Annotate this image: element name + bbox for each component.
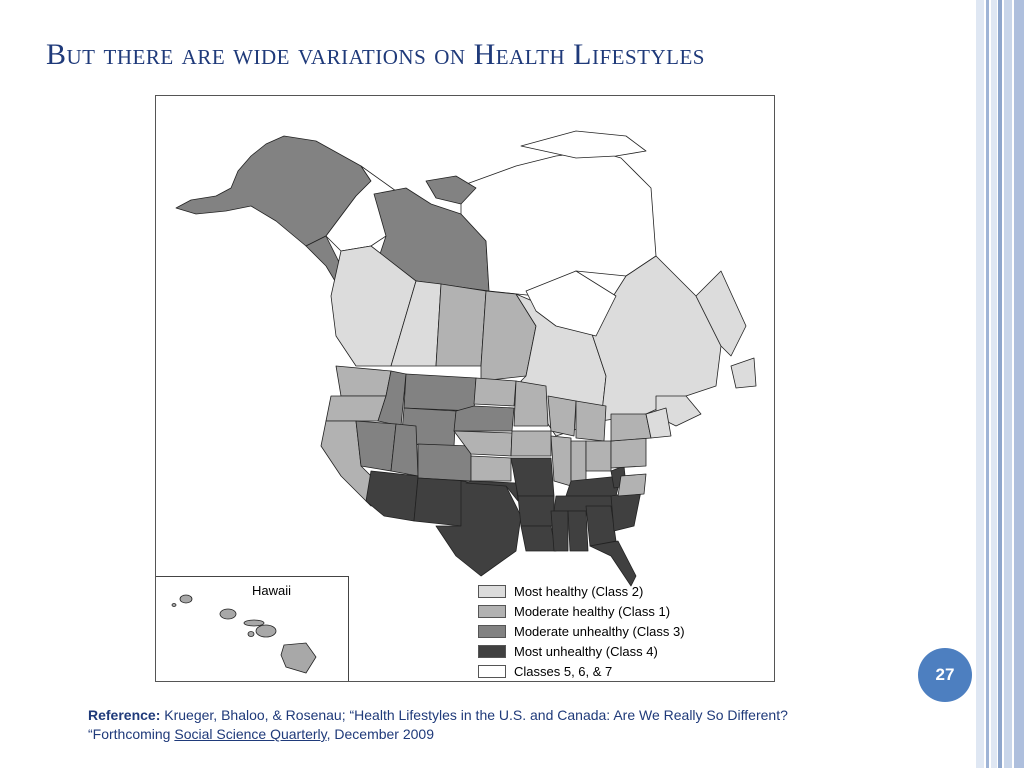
- legend-swatch: [478, 605, 506, 618]
- legend-label: Most healthy (Class 2): [514, 584, 644, 599]
- map-figure: Hawaii Most healthy (Class 2) Moderate h…: [155, 95, 775, 682]
- hawaii-label: Hawaii: [252, 583, 292, 598]
- legend-label: Classes 5, 6, & 7: [514, 664, 613, 679]
- region-bc: [330, 245, 417, 367]
- legend-swatch: [478, 625, 506, 638]
- legend-item-most-healthy: Most healthy (Class 2): [478, 584, 758, 600]
- region-nevada: [355, 420, 397, 472]
- region-virginia: [617, 473, 647, 497]
- region-illinois: [550, 435, 572, 487]
- region-louisiana: [520, 525, 557, 552]
- region-georgia: [585, 505, 617, 547]
- region-texas: [435, 480, 522, 577]
- region-mississippi: [550, 510, 569, 552]
- region-michigan: [575, 400, 607, 442]
- reference-text: Krueger, Bhaloo, & Rosenau; “Health Life…: [160, 707, 788, 723]
- region-arctic-island-1: [425, 175, 477, 205]
- legend-label: Most unhealthy (Class 4): [514, 644, 658, 659]
- legend-label: Moderate unhealthy (Class 3): [514, 624, 685, 639]
- region-montana: [403, 373, 477, 412]
- region-pennsylvania: [610, 437, 647, 469]
- region-colorado: [417, 443, 472, 482]
- region-carolinas: [610, 490, 642, 532]
- legend-item-moderate-healthy: Moderate healthy (Class 1): [478, 604, 758, 620]
- slide-title: But there are wide variations on Health …: [46, 38, 705, 71]
- legend-label: Moderate healthy (Class 1): [514, 604, 671, 619]
- legend-item-most-unhealthy: Most unhealthy (Class 4): [478, 644, 758, 660]
- hudson-bay: [525, 270, 617, 337]
- region-saskatchewan: [435, 283, 487, 367]
- region-newfoundland: [730, 357, 757, 389]
- region-south-dakota: [453, 405, 515, 432]
- region-missouri: [510, 457, 555, 497]
- region-oklahoma: [465, 480, 519, 502]
- north-america-map: [175, 130, 757, 587]
- hawaii-inset: Hawaii: [156, 576, 349, 681]
- journal-link[interactable]: Social Science Quarterly: [174, 726, 327, 742]
- region-arizona: [365, 470, 419, 522]
- reference-citation: Reference: Krueger, Bhaloo, & Rosenau; “…: [88, 706, 968, 744]
- region-florida: [589, 540, 637, 587]
- region-new-england: [645, 407, 672, 439]
- slide-right-border: [976, 0, 1024, 768]
- legend-swatch: [478, 665, 506, 678]
- region-kansas: [470, 455, 512, 482]
- reference-text-end: , December 2009: [326, 726, 435, 742]
- region-ohio: [585, 440, 612, 472]
- region-iowa: [510, 430, 552, 457]
- region-minnesota: [513, 380, 549, 427]
- region-nunavut: [460, 150, 657, 297]
- page-number-badge: 27: [918, 648, 972, 702]
- region-oregon: [325, 395, 387, 422]
- region-new-mexico: [413, 477, 467, 527]
- region-labrador: [695, 270, 747, 357]
- reference-line-1: Reference: Krueger, Bhaloo, & Rosenau; “…: [88, 706, 968, 725]
- region-washington: [335, 365, 392, 397]
- legend-item-moderate-unhealthy: Moderate unhealthy (Class 3): [478, 624, 758, 640]
- region-indiana: [570, 440, 587, 482]
- region-north-dakota: [473, 377, 517, 407]
- reference-prefix: Reference:: [88, 707, 161, 723]
- legend-swatch: [478, 645, 506, 658]
- legend-swatch: [478, 585, 506, 598]
- region-new-york: [610, 413, 652, 442]
- region-alabama: [567, 510, 589, 552]
- legend-item-classes-5-6-7: Classes 5, 6, & 7: [478, 664, 758, 680]
- region-wisconsin: [547, 395, 577, 437]
- hawaii-islands: [171, 594, 317, 674]
- region-arctic-island-2: [520, 130, 647, 159]
- reference-line-2: “Forthcoming Social Science Quarterly, D…: [88, 725, 968, 744]
- region-arkansas: [517, 495, 555, 527]
- region-utah: [390, 423, 419, 477]
- reference-text-start: “Forthcoming: [88, 726, 175, 742]
